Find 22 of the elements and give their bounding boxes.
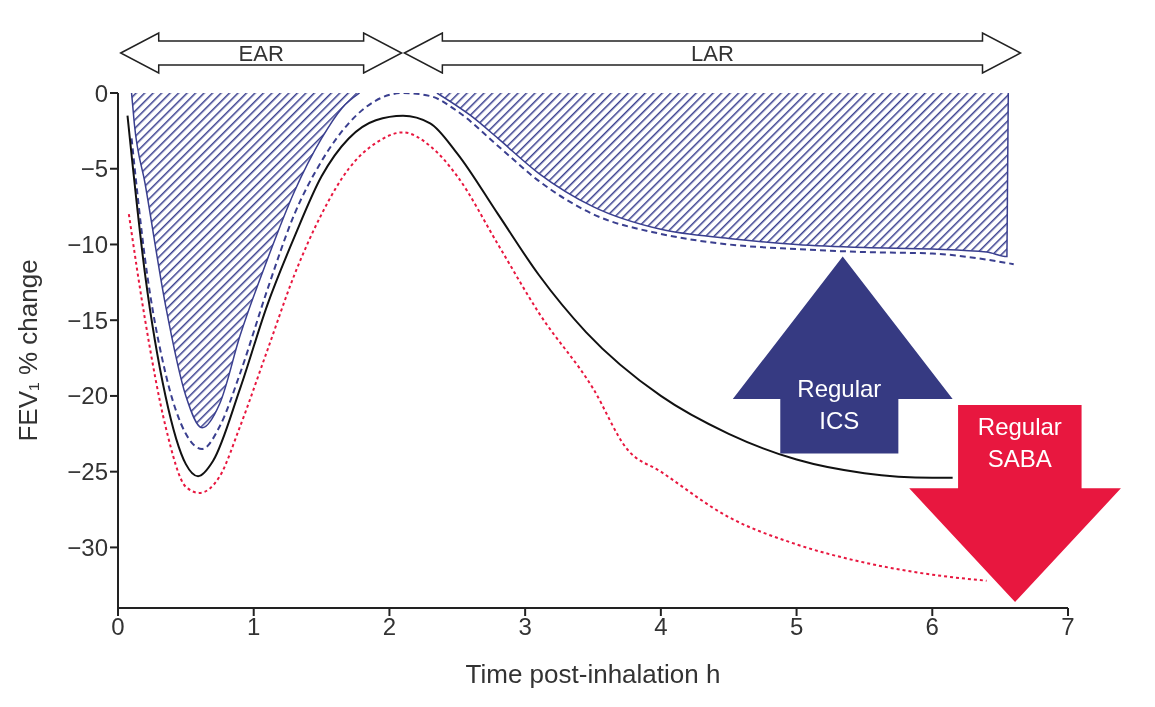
y-tick-label: −30 [67, 533, 108, 561]
annotation: Regular ICS [797, 374, 882, 434]
x-axis-title: Time post-inhalation h [465, 659, 721, 689]
x-tick-label: 6 [925, 613, 939, 641]
y-axis-title: FEV₁ % change [13, 259, 44, 442]
x-tick-label: 2 [382, 613, 397, 641]
y-tick-label: 0 [94, 79, 108, 107]
x-tick-label: 5 [789, 613, 804, 641]
y-tick-label: −25 [67, 458, 108, 486]
text: LAR [691, 41, 734, 66]
x-tick-label: 3 [518, 613, 532, 641]
y-tick-label: −15 [67, 306, 108, 334]
y-tick-label: −20 [67, 382, 108, 410]
x-tick-label: 4 [654, 613, 668, 641]
line-series [126, 114, 954, 479]
text: EAR [238, 41, 284, 66]
x-tick-label: 0 [111, 613, 125, 641]
y-tick-label: −5 [80, 155, 108, 183]
annotation: Regular SABA [977, 413, 1062, 473]
x-tick-label: 7 [1061, 613, 1075, 641]
x-tick-label: 1 [247, 613, 261, 641]
y-tick-label: −10 [67, 230, 108, 258]
